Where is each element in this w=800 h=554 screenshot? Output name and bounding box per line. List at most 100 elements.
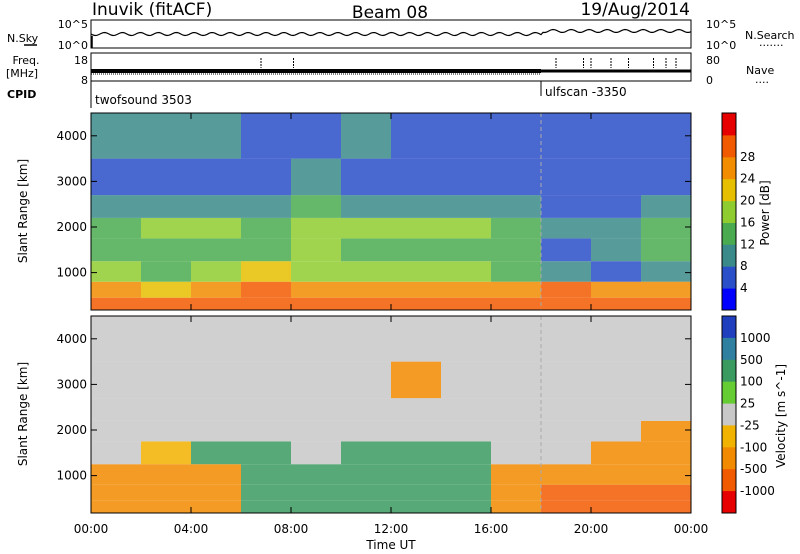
power-cell (241, 281, 291, 298)
power-cell (491, 297, 541, 310)
velocity-cell (591, 316, 641, 362)
velocity-cell (441, 316, 491, 362)
velocity-cell (241, 361, 291, 399)
power-cell (591, 261, 641, 282)
noise-right-tick-bottom: 10^0 (706, 39, 736, 52)
power-cell (591, 113, 641, 159)
power-cell (191, 238, 241, 262)
power-colorbar-tick: 28 (740, 150, 755, 164)
power-colorbar-tick: 20 (740, 194, 755, 208)
velocity-heatmap (91, 316, 691, 513)
velocity-cell (241, 398, 291, 421)
freq-left-tick-bottom: 8 (81, 74, 88, 87)
power-heatmap (91, 113, 691, 310)
power-cell (91, 261, 141, 282)
power-colorbar-swatch (722, 222, 736, 245)
velocity-cell (91, 441, 141, 465)
velocity-cell (491, 361, 541, 399)
velocity-cell (191, 484, 241, 501)
power-cell (641, 113, 691, 159)
power-cell (541, 261, 591, 282)
velocity-ytick-label: 1000 (56, 469, 87, 483)
velocity-cell (441, 420, 491, 442)
freq-left-tick-top: 18 (74, 54, 88, 67)
power-cell (241, 113, 291, 159)
power-cell (241, 297, 291, 310)
power-cell (341, 195, 391, 218)
velocity-colorbar-tick: -100 (740, 440, 767, 454)
power-cell (141, 217, 191, 239)
velocity-cell (291, 420, 341, 442)
freq-right-tick-bottom: 0 (706, 74, 713, 87)
power-cell (441, 297, 491, 310)
velocity-cell (241, 500, 291, 513)
power-cell (341, 261, 391, 282)
velocity-cell (391, 441, 441, 465)
velocity-cell (591, 484, 641, 501)
velocity-cell (291, 316, 341, 362)
velocity-ytick-label: 4000 (56, 332, 87, 346)
power-cell (591, 195, 641, 218)
freq-right-label: Nave (746, 64, 774, 77)
x-tick-label: 16:00 (474, 522, 509, 536)
velocity-cell (641, 500, 691, 513)
velocity-colorbar-tick: 100 (740, 375, 763, 389)
velocity-cell (91, 500, 141, 513)
cpid-label: CPID (7, 88, 36, 101)
power-cell (241, 217, 291, 239)
velocity-cell (641, 464, 691, 485)
velocity-cell (491, 398, 541, 421)
cpid-mode-2: ulfscan -3350 (545, 85, 627, 99)
velocity-cell (341, 398, 391, 421)
power-colorbar-swatch (722, 288, 736, 311)
power-cell (341, 297, 391, 310)
power-cell (541, 281, 591, 298)
x-tick-label: 00:00 (674, 522, 709, 536)
velocity-panel: 1000 2000 3000 4000 Slant Range [km] 1000 50… (16, 315, 788, 514)
cpid-row: CPID twofsound 3503 ulfscan -3350 (7, 81, 627, 108)
power-panel: 1000 2000 3000 4000 Slant Range [km] 4 8 12 16… (16, 112, 772, 311)
power-cell (441, 158, 491, 196)
velocity-cell (641, 441, 691, 465)
power-cell (341, 217, 391, 239)
power-colorbar-swatch (722, 178, 736, 202)
velocity-colorbar-swatch (722, 447, 736, 470)
power-ytick-label: 1000 (56, 266, 87, 280)
power-cell (291, 158, 341, 196)
velocity-colorbar-swatch (722, 359, 736, 383)
velocity-cell (491, 441, 541, 465)
noise-right-tick-top: 10^5 (706, 18, 736, 31)
velocity-cell (441, 398, 491, 421)
power-colorbar-tick: 8 (740, 259, 748, 273)
velocity-cell (491, 484, 541, 501)
velocity-cell (541, 484, 591, 501)
power-cell (391, 195, 441, 218)
power-cell (641, 297, 691, 310)
power-cell (491, 217, 541, 239)
velocity-cell (441, 484, 491, 501)
power-cell (341, 238, 391, 262)
power-cell (541, 113, 591, 159)
velocity-cell (291, 500, 341, 513)
velocity-cell (291, 484, 341, 501)
power-colorbar-swatch (722, 134, 736, 158)
power-cell (191, 281, 241, 298)
noise-left-tick-bottom: 10^0 (58, 39, 88, 52)
velocity-cell (91, 464, 141, 485)
power-cell (141, 261, 191, 282)
freq-left-label: Freq. (12, 54, 39, 67)
velocity-colorbar: 1000 500 100 25 -25 -100 -500 -1000 (721, 315, 775, 514)
power-ytick-label: 4000 (56, 129, 87, 143)
power-cell (341, 158, 391, 196)
power-cell (541, 195, 591, 218)
power-y-label: Slant Range [km] (16, 159, 30, 263)
noise-sky-line (90, 28, 692, 37)
power-cell (541, 238, 591, 262)
velocity-colorbar-swatch (722, 425, 736, 448)
power-ytick-label: 2000 (56, 220, 87, 234)
velocity-cell (591, 441, 641, 465)
freq-panel: Freq. [MHz] 18 8 80 0 Nave .... (6, 52, 774, 87)
power-cell (91, 238, 141, 262)
velocity-cell (191, 316, 241, 362)
velocity-cell (491, 420, 541, 442)
